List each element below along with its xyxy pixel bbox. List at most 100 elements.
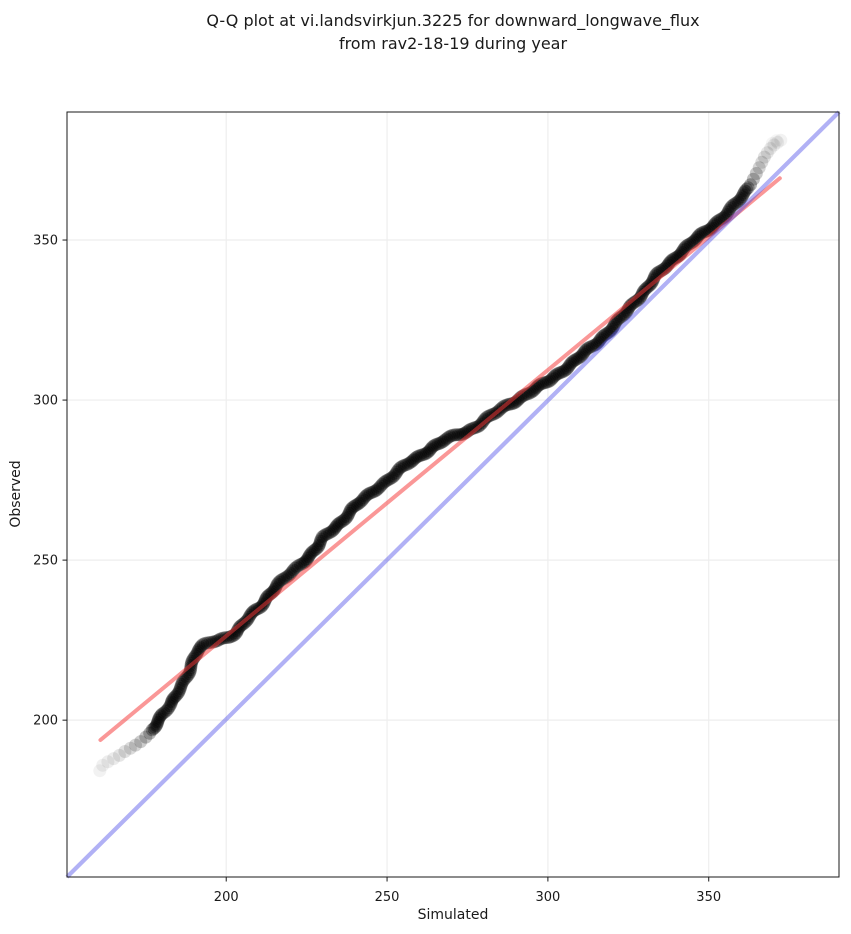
scatter-point xyxy=(575,348,589,362)
scatter-point xyxy=(151,713,165,727)
scatter-point xyxy=(324,525,338,539)
scatter-point xyxy=(387,469,401,483)
scatter-point xyxy=(176,682,186,691)
scatter-point xyxy=(549,368,563,382)
scatter-point xyxy=(589,341,599,350)
scatter-point xyxy=(180,674,190,684)
scatter-point xyxy=(734,192,748,205)
scatter-point xyxy=(577,350,587,360)
plot-title-line1: Q-Q plot at vi.landsvirkjun.3225 for dow… xyxy=(206,11,699,31)
scatter-point xyxy=(664,258,674,268)
scatter-point xyxy=(382,472,396,486)
scatter-point xyxy=(360,488,374,502)
scatter-point xyxy=(327,527,336,536)
scatter-point xyxy=(733,193,747,207)
scatter-point xyxy=(314,532,328,546)
scatter-point xyxy=(684,240,693,249)
scatter-point xyxy=(422,444,436,458)
scatter-point xyxy=(424,442,437,456)
scatter-point xyxy=(311,540,325,554)
scatter-point xyxy=(412,449,426,463)
scatter-point xyxy=(543,374,557,388)
scatter-point xyxy=(425,446,434,456)
scatter-point xyxy=(725,204,735,213)
scatter-point xyxy=(194,639,208,653)
scatter-point xyxy=(165,693,179,707)
scatter-point xyxy=(598,332,607,342)
scatter-point xyxy=(347,503,357,513)
scatter-point xyxy=(696,225,710,239)
scatter-point xyxy=(527,384,540,398)
identity-line xyxy=(65,110,841,879)
scatter-point xyxy=(541,375,555,389)
scatter-point xyxy=(680,242,690,252)
scatter-point xyxy=(434,439,443,449)
scatter-point xyxy=(755,155,769,169)
scatter-point xyxy=(379,478,388,488)
x-axis-label: Simulated xyxy=(418,907,489,923)
scatter-point xyxy=(314,542,323,552)
scatter-point xyxy=(550,367,564,381)
scatter-point xyxy=(303,548,317,562)
scatter-point xyxy=(273,574,287,588)
scatter-point xyxy=(437,438,447,447)
scatter-point xyxy=(323,526,337,540)
x-tick-label: 300 xyxy=(535,890,560,905)
scatter-point xyxy=(198,636,212,650)
scatter-point xyxy=(597,329,611,342)
scatter-point xyxy=(445,429,459,442)
scatter-point xyxy=(421,445,435,459)
scatter-point xyxy=(399,458,413,472)
scatter-point xyxy=(395,459,409,473)
scatter-point xyxy=(600,326,614,340)
scatter-point xyxy=(589,338,603,351)
scatter-point xyxy=(157,709,167,719)
scatter-point xyxy=(722,204,736,217)
scatter-point xyxy=(298,555,312,569)
scatter-point xyxy=(449,428,463,442)
scatter-point xyxy=(164,703,174,713)
scatter-point xyxy=(554,365,568,379)
scatter-point xyxy=(357,496,366,506)
scatter-point xyxy=(580,347,589,357)
scatter-point xyxy=(317,529,331,543)
scatter-point xyxy=(455,430,465,440)
scatter-point xyxy=(604,324,617,338)
scatter-point xyxy=(205,638,214,647)
scatter-point xyxy=(271,577,284,591)
scatter-point xyxy=(556,368,566,377)
scatter-point xyxy=(275,573,289,587)
scatter-point xyxy=(143,726,157,740)
scatter-point xyxy=(346,500,360,514)
scatter-point xyxy=(593,333,607,347)
scatter-point xyxy=(145,723,159,737)
scatter-point xyxy=(328,520,342,534)
scatter-point xyxy=(533,381,542,391)
scatter-point xyxy=(440,435,450,445)
scatter-point xyxy=(545,372,559,386)
scatter-point xyxy=(738,184,752,198)
scatter-point xyxy=(593,338,602,348)
scatter-point xyxy=(374,479,388,493)
scatter-point xyxy=(345,501,359,515)
scatter-point xyxy=(362,490,372,500)
scatter-point xyxy=(605,322,619,336)
scatter-point xyxy=(166,699,176,709)
scatter-point xyxy=(693,227,707,241)
scatter-point xyxy=(757,150,771,164)
fit-line xyxy=(98,176,782,743)
scatter-point xyxy=(150,717,164,731)
scatter-point xyxy=(281,573,290,582)
scatter-point xyxy=(749,167,763,180)
scatter-point xyxy=(711,218,720,228)
scatter-point xyxy=(366,488,375,498)
scatter-point xyxy=(397,458,411,472)
scatter-point xyxy=(192,642,206,656)
scatter-point xyxy=(583,340,597,354)
scatter-point xyxy=(307,544,321,558)
scatter-point xyxy=(737,186,751,200)
scatter-point xyxy=(401,457,415,471)
scatter-point xyxy=(670,253,680,263)
scatter-point xyxy=(416,448,430,462)
